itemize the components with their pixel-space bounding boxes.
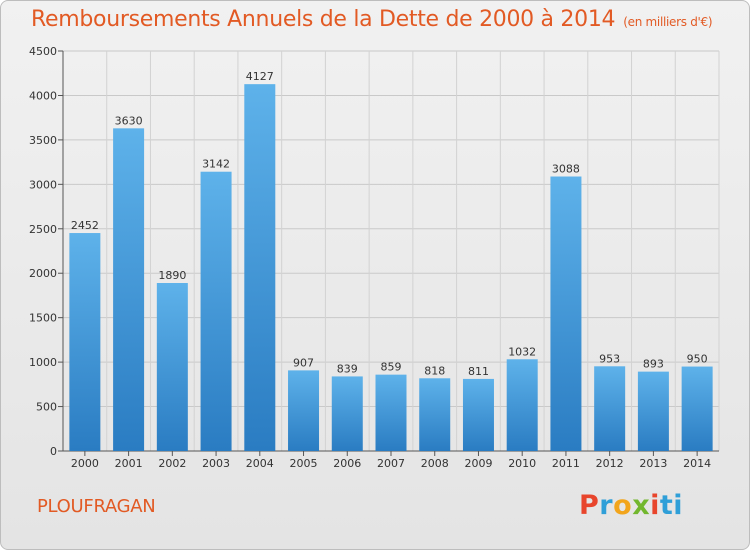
y-tick-label: 1500 (29, 312, 57, 325)
bar-2003 (200, 171, 232, 451)
bar-2010 (506, 359, 538, 451)
data-label-2003: 3142 (202, 158, 230, 171)
bar-2005 (288, 370, 320, 451)
proxiti-logo: Proxiti (579, 490, 684, 521)
x-tick-label-2006: 2006 (333, 457, 361, 470)
x-tick-label-2007: 2007 (377, 457, 405, 470)
bar-2004 (244, 84, 276, 452)
data-label-2004: 4127 (246, 70, 274, 83)
x-tick-label-2008: 2008 (421, 457, 449, 470)
x-tick-label-2010: 2010 (508, 457, 536, 470)
y-tick-label: 500 (36, 401, 57, 414)
city-name: PLOUFRAGAN (37, 496, 156, 517)
bar-2002 (156, 283, 188, 451)
data-label-2007: 859 (381, 361, 402, 374)
bar-2009 (462, 378, 494, 451)
y-tick-label: 2500 (29, 223, 57, 236)
x-tick-label-2014: 2014 (683, 457, 711, 470)
data-label-2000: 2452 (71, 219, 99, 232)
x-tick-label-2009: 2009 (464, 457, 492, 470)
data-label-2010: 1032 (508, 345, 536, 358)
data-label-2006: 839 (337, 362, 358, 375)
bar-2008 (419, 378, 451, 451)
y-tick-label: 2000 (29, 267, 57, 280)
chart-subtitle: (en milliers d'€) (623, 15, 713, 29)
y-tick-label: 4500 (29, 45, 57, 58)
bar-2006 (331, 376, 363, 451)
y-tick-label: 3500 (29, 134, 57, 147)
bar-2014 (681, 366, 713, 451)
data-label-2005: 907 (293, 356, 314, 369)
chart-title: Remboursements Annuels de la Dette de 20… (31, 7, 713, 32)
data-label-2009: 811 (468, 365, 489, 378)
x-tick-label-2012: 2012 (596, 457, 624, 470)
data-label-2013: 893 (643, 358, 664, 371)
y-tick-label: 1000 (29, 356, 57, 369)
data-label-2002: 1890 (158, 269, 186, 282)
y-tick-label: 0 (50, 445, 57, 458)
bar-2013 (637, 371, 669, 451)
y-tick-label: 3000 (29, 178, 57, 191)
data-label-2011: 3088 (552, 163, 580, 176)
x-tick-label-2011: 2011 (552, 457, 580, 470)
data-label-2008: 818 (424, 364, 445, 377)
x-tick-label-2003: 2003 (202, 457, 230, 470)
bar-2001 (113, 128, 145, 451)
x-tick-label-2002: 2002 (158, 457, 186, 470)
x-tick-label-2000: 2000 (71, 457, 99, 470)
x-tick-label-2005: 2005 (290, 457, 318, 470)
data-label-2014: 950 (687, 353, 708, 366)
x-tick-label-2001: 2001 (115, 457, 143, 470)
data-label-2001: 3630 (115, 114, 143, 127)
bar-2000 (69, 233, 101, 451)
bar-2012 (594, 366, 626, 451)
bar-2007 (375, 374, 407, 451)
bar-2011 (550, 176, 582, 451)
x-tick-label-2013: 2013 (639, 457, 667, 470)
data-label-2012: 953 (599, 352, 620, 365)
y-tick-label: 4000 (29, 89, 57, 102)
x-tick-label-2004: 2004 (246, 457, 274, 470)
